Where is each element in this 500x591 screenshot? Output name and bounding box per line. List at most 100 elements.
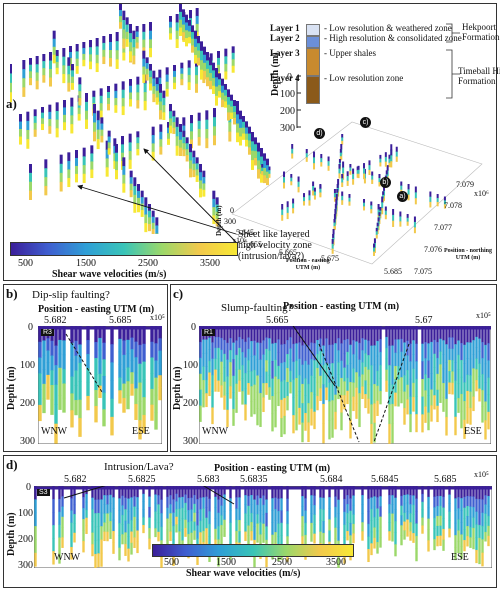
formation-bottom: Timeball Hill Formation	[458, 66, 500, 86]
map-x-exp: x10⁵	[232, 236, 247, 245]
colorbar-a	[10, 242, 238, 256]
panel-a: a) Depth (m) 0 100 200 300 Layer 1 Layer…	[3, 3, 500, 281]
panel-c-depth-label: Depth (m)	[172, 366, 183, 410]
panel-b-right-dir: ESE	[132, 426, 150, 437]
panel-d-xtick-1: 5.6825	[128, 474, 156, 485]
layer-4-desc: - Low resolution zone	[324, 73, 404, 83]
panel-a-label: a)	[6, 96, 17, 111]
panel-c-right-dir: ESE	[464, 426, 482, 437]
colorbar-d-tick-0: 500	[164, 557, 179, 568]
panel-d-tag: S3	[37, 489, 50, 496]
layer-2-name: Layer 2	[270, 33, 300, 43]
colorbar-d-tick-3: 3500	[326, 557, 346, 568]
map-z-tick-0: 0	[230, 206, 234, 215]
panel-b-section	[38, 326, 162, 444]
block-depth-tick-3: 300	[280, 123, 295, 134]
map-y-tick-4: 7.079	[456, 180, 474, 189]
block-depth-tick-0: 0	[287, 72, 292, 83]
panel-d-left-dir: WNW	[54, 552, 81, 563]
panel-d-xtick-4: 5.684	[320, 474, 343, 485]
panel-d-title: Position - easting UTM (m)	[214, 463, 331, 474]
block-depth-tick-1: 100	[280, 89, 295, 100]
map-x-tick-3: 5.675	[321, 254, 339, 263]
layer-3-name: Layer 3	[270, 48, 300, 58]
layer-1-name: Layer 1	[270, 23, 300, 33]
map-x-tick-2: 5.665	[279, 248, 297, 257]
panel-d-xtick-6: 5.685	[434, 474, 457, 485]
panel-b-tag: R3	[41, 329, 54, 336]
panel-d-xtick-2: 5.683	[197, 474, 220, 485]
colorbar-d-tick-1: 1500	[216, 557, 236, 568]
block-depth-tick-2: 200	[280, 106, 295, 117]
colorbar-a-tick-0: 500	[18, 258, 33, 269]
colorbar-a-label: Shear wave velocities (m/s)	[52, 269, 167, 280]
panel-d-dtick-3: 300	[18, 560, 33, 571]
panel-c-dtick-3: 300	[183, 436, 198, 447]
map-y-tick-1: 7.076	[424, 245, 442, 254]
panel-d-xexp: x10⁵	[474, 470, 489, 479]
layer-4-name: Layer 4	[270, 73, 300, 83]
map-x-tick-1: 5.655	[244, 240, 262, 249]
block-depth-axis	[296, 75, 301, 128]
panel-c-title: Position - easting UTM (m)	[283, 301, 400, 312]
panel-b-dtick-3: 300	[20, 436, 35, 447]
panel-b-title: Position - easting UTM (m)	[38, 304, 155, 315]
panel-d-dtick-1: 100	[18, 508, 33, 519]
map-x-tick-4: 5.685	[384, 267, 402, 276]
panel-b-label: b)	[6, 286, 18, 301]
layer-swatch-2	[306, 36, 320, 48]
panel-d: d) Position - easting UTM (m) Intrusion/…	[3, 455, 497, 588]
colorbar-d	[152, 544, 354, 557]
panel-d-xtick-5: 5.6845	[371, 474, 399, 485]
layer-3-desc: - Upper shales	[324, 48, 376, 58]
panel-b: b) Dip-slip faulting? Position - easting…	[3, 284, 168, 452]
panel-c-dtick-0: 0	[191, 322, 196, 333]
panel-c-left-dir: WNW	[202, 426, 229, 437]
panel-d-xtick-3: 5.6835	[240, 474, 268, 485]
layer-2-desc: - High resolution & consolidated zone	[324, 33, 462, 43]
panel-d-dtick-2: 200	[18, 534, 33, 545]
panel-b-xexp: x10⁵	[150, 313, 165, 322]
formation-top: Hekpoort Formation	[462, 22, 500, 42]
map-marker-c: c)	[360, 117, 371, 128]
panel-c-label: c)	[173, 286, 184, 301]
panel-b-dtick-2: 200	[20, 398, 35, 409]
panel-c-xexp: x10⁵	[476, 311, 491, 320]
colorbar-a-tick-1: 1500	[76, 258, 96, 269]
layer-swatch-3	[306, 48, 320, 76]
panel-d-xtick-0: 5.682	[64, 474, 87, 485]
panel-d-right-dir: ESE	[451, 552, 469, 563]
map-marker-b: b)	[380, 177, 391, 188]
panel-c: c) Position - easting UTM (m) Slump-faul…	[170, 284, 497, 452]
map-x-tick-0: 5.645	[236, 228, 254, 237]
map-y-exp: x10⁶	[474, 189, 489, 198]
colorbar-d-tick-2: 2500	[272, 557, 292, 568]
colorbar-d-label: Shear wave velocities (m/s)	[186, 568, 301, 579]
map-marker-a: a)	[397, 191, 408, 202]
layer-swatch-4	[306, 76, 320, 104]
panel-c-dtick-2: 200	[183, 398, 198, 409]
panel-c-xtick-1: 5.67	[415, 315, 433, 326]
panel-b-xtick-1: 5.685	[109, 315, 132, 326]
panel-b-dtick-1: 100	[20, 360, 35, 371]
layer-1-desc: - Low resolution & weathered zone	[324, 23, 452, 33]
map-y-label: Position - northing UTM (m)	[444, 248, 493, 261]
layer-swatch-1	[306, 24, 320, 36]
panel-b-depth-label: Depth (m)	[6, 366, 17, 410]
panel-d-annotation: Intrusion/Lava?	[104, 461, 174, 473]
panel-b-left-dir: WNW	[41, 426, 68, 437]
map-3d-view	[231, 121, 483, 265]
sheet-annotation: Sheet like layered high velocity zone (i…	[238, 229, 312, 262]
map-y-tick-2: 7.077	[434, 223, 452, 232]
colorbar-a-tick-2: 2500	[138, 258, 158, 269]
map-marker-d: d)	[314, 128, 325, 139]
colorbar-a-tick-3: 3500	[200, 258, 220, 269]
panel-c-xtick-0: 5.665	[266, 315, 289, 326]
panel-c-annotation: Slump-faulting?	[221, 302, 293, 314]
panel-c-tag: R1	[202, 329, 215, 336]
map-x-label: Position - easting UTM (m)	[286, 258, 330, 271]
panel-b-dtick-0: 0	[28, 322, 33, 333]
map-z-tick-1: 300	[224, 217, 236, 226]
map-y-tick-3: 7.078	[444, 201, 462, 210]
formation-brackets	[446, 23, 460, 99]
